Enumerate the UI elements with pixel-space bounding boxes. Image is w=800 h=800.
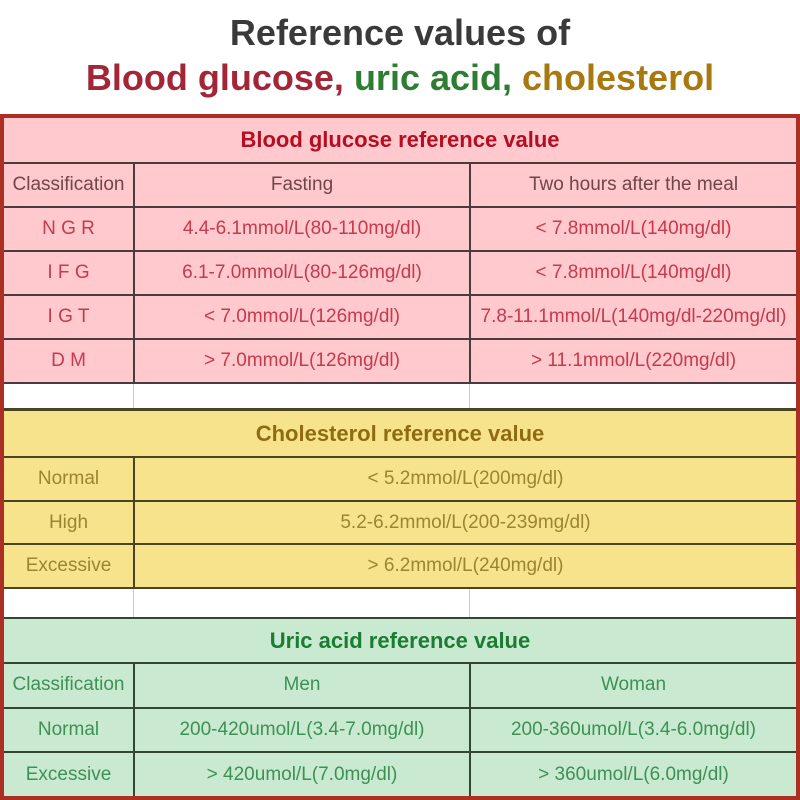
table-spacer — [4, 589, 796, 617]
row-label: I F G — [47, 262, 90, 283]
cell-value: 200-420umol/L(3.4-7.0mg/dl) — [133, 708, 469, 752]
table-row-ifg: I F G 6.1-7.0mmol/L(80-126mg/dl) < 7.8mm… — [4, 250, 796, 294]
title-line-2: Blood glucose, uric acid, cholesterol — [0, 55, 800, 100]
table-row-excessive: Excessive > 420umol/L(7.0mg/dl) > 360umo… — [4, 751, 796, 797]
row-label: Excessive — [25, 763, 112, 785]
cholesterol-table-title: Cholesterol reference value — [255, 420, 545, 446]
column-header-fasting: Fasting — [133, 164, 469, 206]
uric-acid-table-title: Uric acid reference value — [269, 627, 531, 653]
uric-acid-header-row: Classification Men Woman — [4, 662, 796, 707]
table-row-high: High 5.2-6.2mmol/L(200-239mg/dl) — [4, 499, 796, 544]
cell-value: > 11.1mmol/L(220mg/dl) — [469, 340, 796, 382]
cell-value: > 360umol/L(6.0mg/dl) — [469, 753, 796, 797]
table-spacer — [4, 384, 796, 408]
cell-value: 200-360umol/L(3.4-6.0mg/dl) — [469, 708, 796, 752]
cell-value: > 420umol/L(7.0mg/dl) — [133, 753, 469, 797]
table-row-dm: D M > 7.0mmol/L(126mg/dl) > 11.1mmol/L(2… — [4, 338, 796, 382]
row-label: Excessive — [25, 555, 112, 577]
blood-glucose-table: Blood glucose reference value Classifica… — [4, 118, 796, 384]
tables-frame: Blood glucose reference value Classifica… — [0, 114, 800, 800]
column-header-classification: Classification — [12, 174, 125, 195]
row-label: Normal — [37, 719, 100, 740]
row-label: High — [48, 511, 89, 533]
column-header-woman: Woman — [469, 664, 796, 707]
column-header-classification: Classification — [12, 674, 125, 696]
title-segment-cholesterol: cholesterol — [512, 57, 715, 98]
cholesterol-table: Cholesterol reference value Normal < 5.2… — [4, 408, 796, 589]
title-segment-blood-glucose: Blood glucose, — [85, 57, 344, 98]
column-header-two-hours-after-meal: Two hours after the meal — [469, 164, 796, 206]
cell-value: > 7.0mmol/L(126mg/dl) — [133, 340, 469, 382]
uric-acid-table: Uric acid reference value Classification… — [4, 617, 796, 797]
cell-value: < 7.8mmol/L(140mg/dl) — [469, 252, 796, 294]
blood-glucose-header-row: Classification Fasting Two hours after t… — [4, 162, 796, 206]
blood-glucose-table-title: Blood glucose reference value — [240, 127, 560, 152]
row-label: Normal — [37, 467, 100, 489]
title-segment-uric-acid: uric acid, — [343, 57, 513, 98]
cell-value: 5.2-6.2mmol/L(200-239mg/dl) — [133, 501, 796, 544]
cell-value: 7.8-11.1mmol/L(140mg/dl-220mg/dl) — [469, 296, 796, 338]
row-label: I G T — [47, 306, 90, 327]
title-line-1: Reference values of — [229, 12, 571, 53]
cell-value: < 7.8mmol/L(140mg/dl) — [469, 208, 796, 250]
page-title: Reference values of Blood glucose, uric … — [0, 0, 800, 114]
table-row-ngr: N G R 4.4-6.1mmol/L(80-110mg/dl) < 7.8mm… — [4, 206, 796, 250]
table-row-normal: Normal < 5.2mmol/L(200mg/dl) — [4, 456, 796, 500]
cell-value: > 6.2mmol/L(240mg/dl) — [133, 545, 796, 588]
table-row-excessive: Excessive > 6.2mmol/L(240mg/dl) — [4, 543, 796, 588]
cell-value: < 7.0mmol/L(126mg/dl) — [133, 296, 469, 338]
cell-value: < 5.2mmol/L(200mg/dl) — [133, 458, 796, 500]
row-label: N G R — [42, 218, 95, 239]
row-label: D M — [51, 350, 86, 371]
column-header-men: Men — [133, 664, 469, 707]
table-row-normal: Normal 200-420umol/L(3.4-7.0mg/dl) 200-3… — [4, 706, 796, 752]
table-row-igt: I G T < 7.0mmol/L(126mg/dl) 7.8-11.1mmol… — [4, 294, 796, 338]
cell-value: 4.4-6.1mmol/L(80-110mg/dl) — [133, 208, 469, 250]
cell-value: 6.1-7.0mmol/L(80-126mg/dl) — [133, 252, 469, 294]
